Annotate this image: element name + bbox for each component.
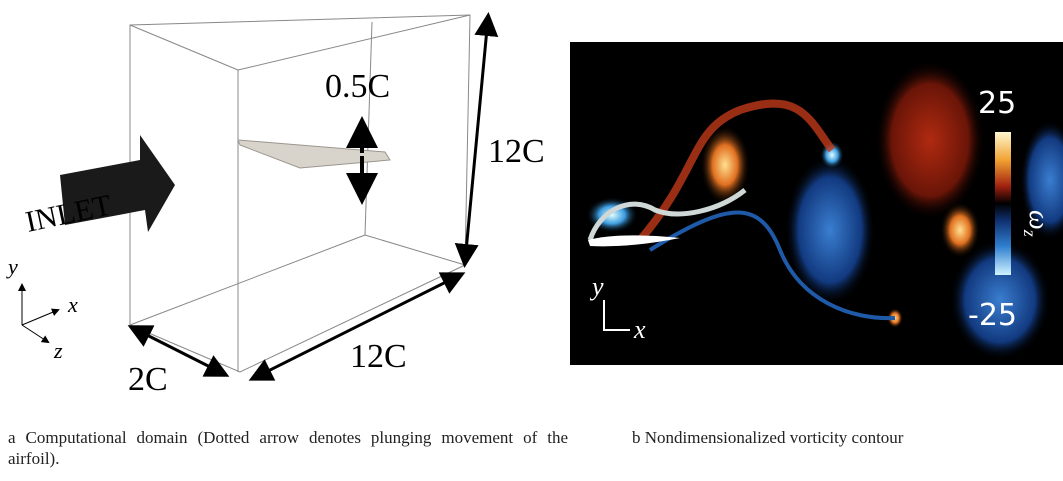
coordinate-axes: [22, 285, 58, 342]
figure: 0.5C 12C 12C 2C INLET y x z 25 -25 ωz y …: [0, 0, 1063, 481]
figure-art: 0.5C 12C 12C 2C INLET y x z 25 -25 ωz y …: [0, 0, 1063, 400]
colorbar-min: -25: [968, 298, 1017, 333]
colorbar-symbol: ω: [1023, 210, 1054, 230]
axis-label: z: [53, 338, 63, 363]
dimension-arrow: [465, 18, 488, 262]
domain-box: [130, 15, 470, 372]
axis-label: y: [6, 254, 18, 279]
caption: a Computational domain (Dotted arrow den…: [8, 427, 568, 469]
axis-label: x: [633, 315, 646, 344]
colorbar-max: 25: [978, 86, 1016, 121]
height-label: 12C: [488, 133, 545, 170]
colorbar-subscript: z: [1020, 229, 1040, 237]
colorbar: [995, 132, 1011, 275]
caption: b Nondimensionalized vorticity contour: [632, 427, 903, 448]
axis-label: x: [67, 292, 78, 317]
axis-label: y: [589, 272, 604, 301]
length-label: 12C: [350, 338, 407, 375]
inlet-label: INLET: [23, 189, 115, 239]
amplitude-label: 0.5C: [325, 68, 390, 105]
width-label: 2C: [128, 361, 168, 398]
